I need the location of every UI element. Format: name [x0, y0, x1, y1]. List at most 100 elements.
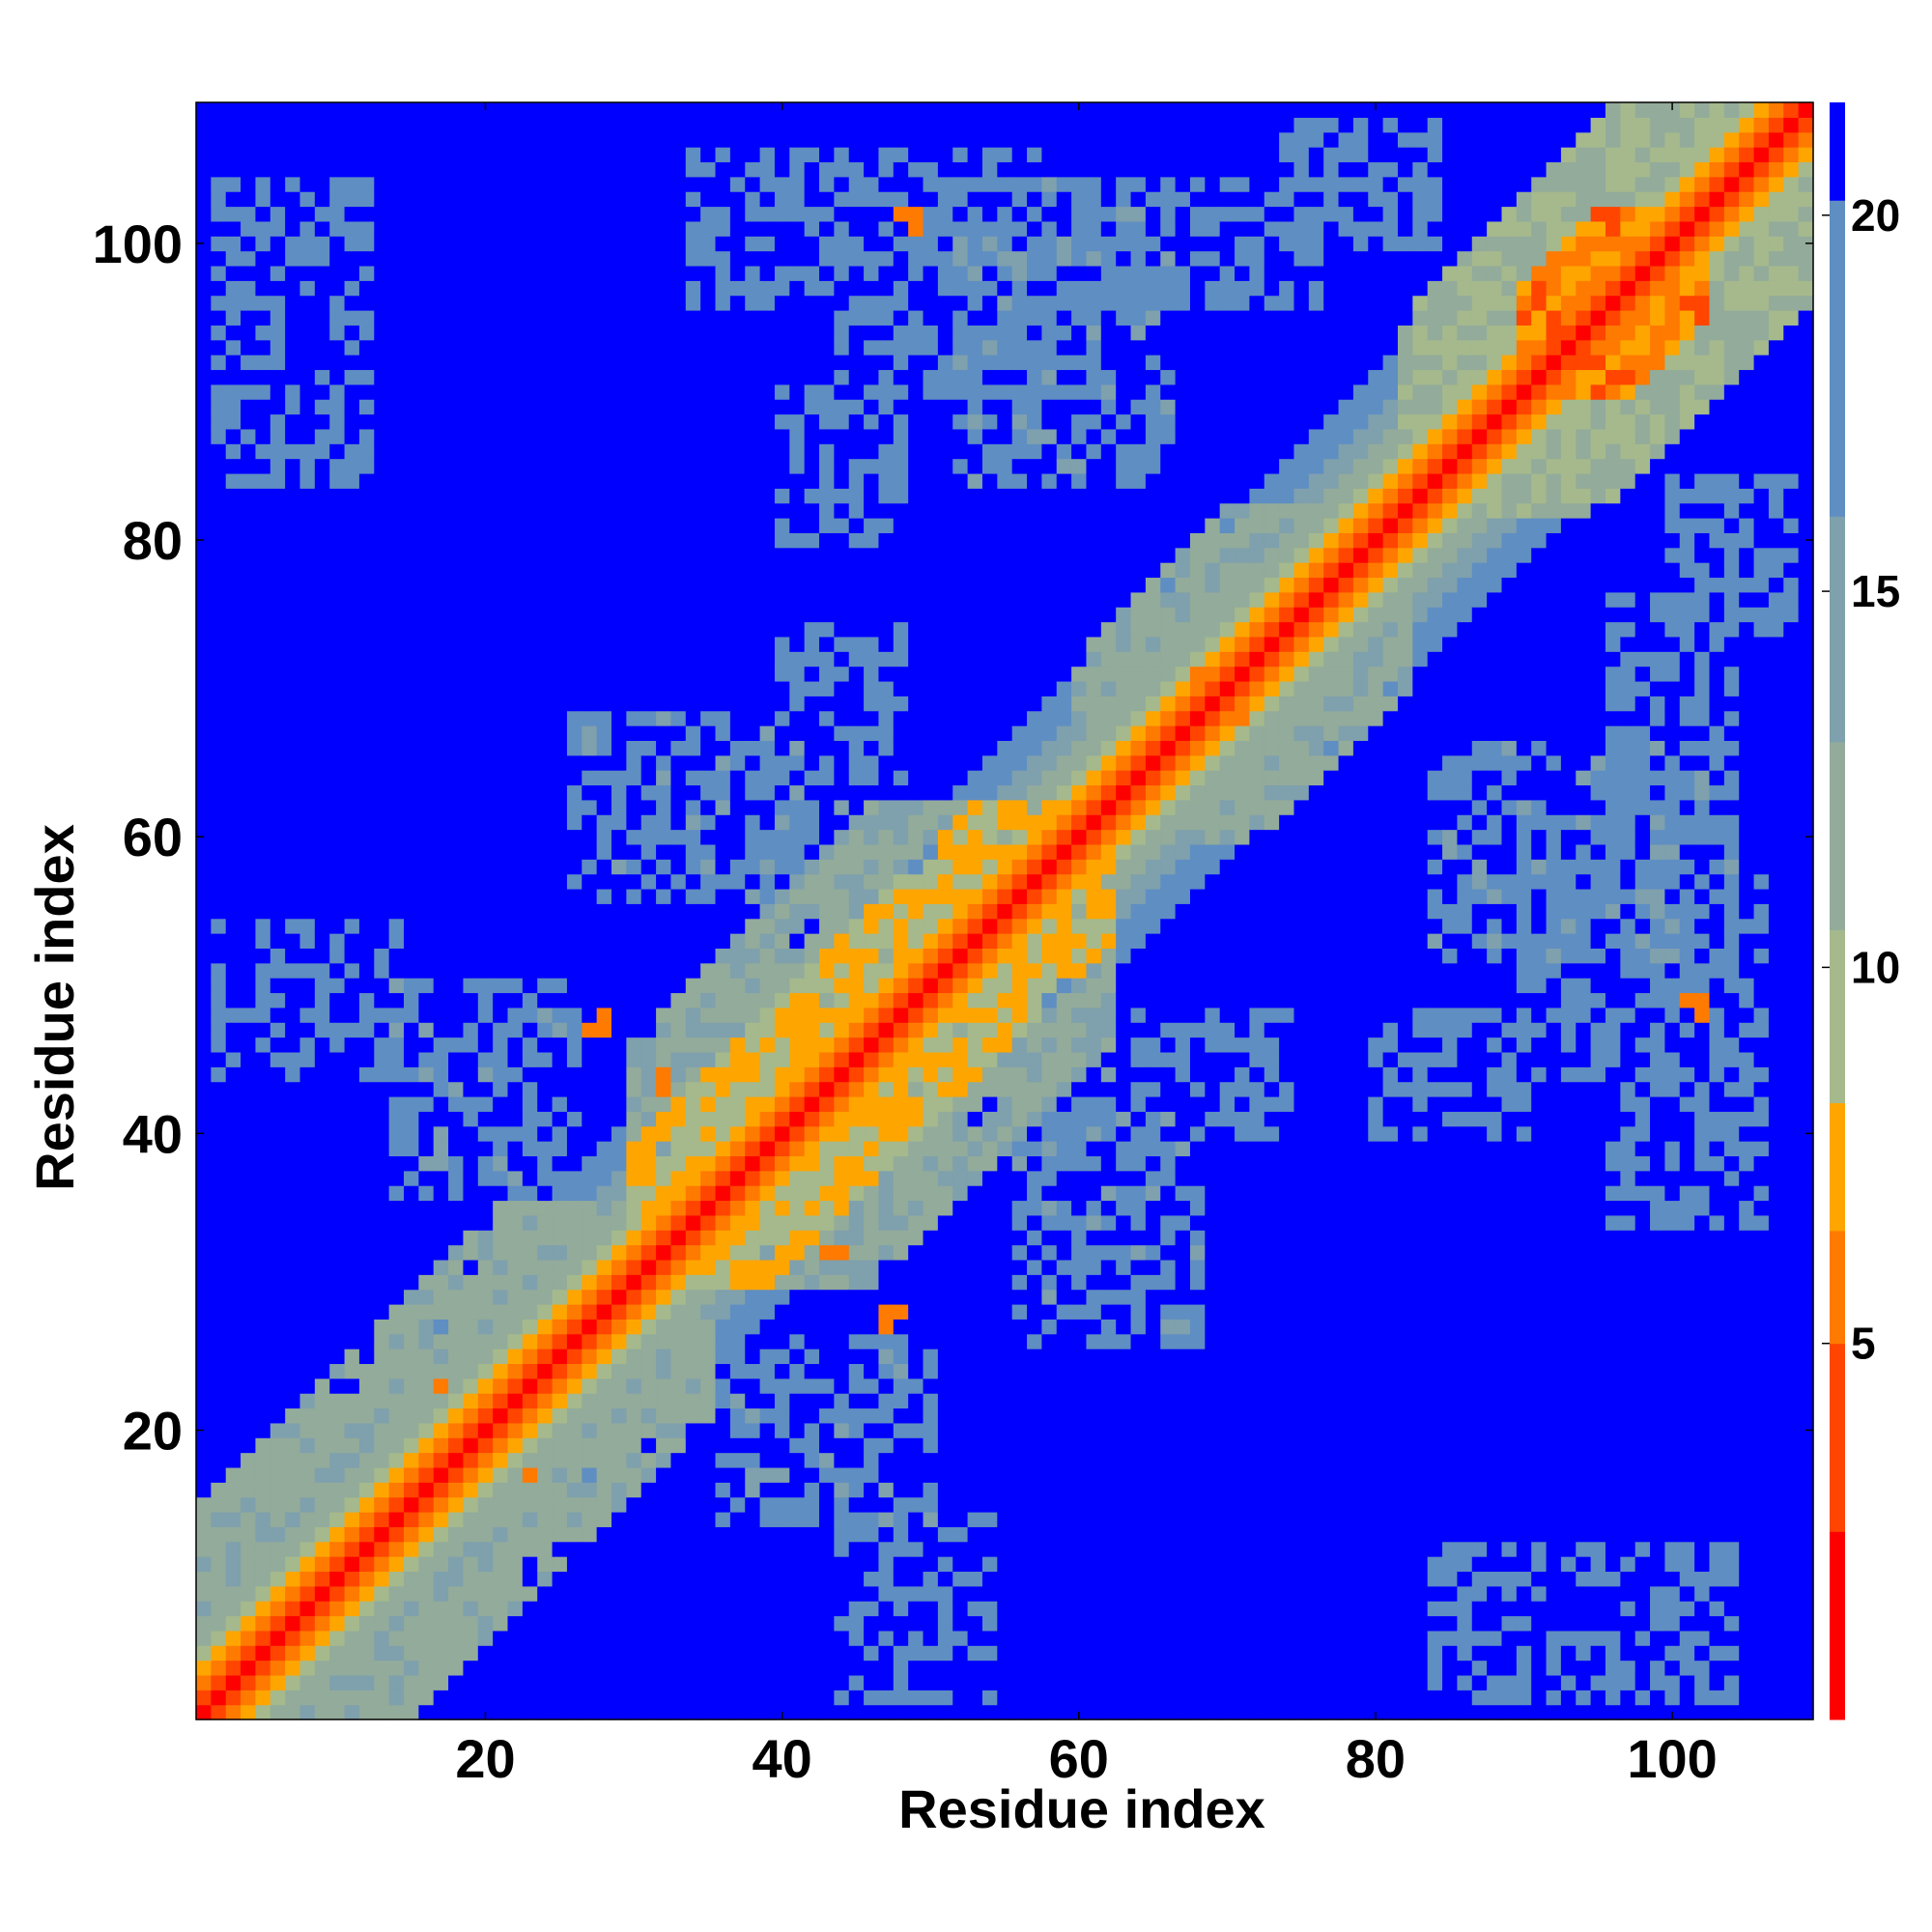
heatmap-cell	[344, 1141, 360, 1157]
heatmap-cell	[241, 399, 257, 415]
heatmap-cell	[358, 1704, 375, 1720]
heatmap-cell	[329, 131, 346, 148]
heatmap-cell	[552, 1407, 568, 1424]
heatmap-cell	[299, 1259, 316, 1275]
heatmap-cell	[685, 325, 701, 341]
heatmap-cell	[358, 310, 375, 326]
heatmap-cell	[774, 1303, 790, 1320]
heatmap-cell	[789, 102, 806, 118]
heatmap-cell	[566, 206, 582, 222]
heatmap-cell	[196, 1571, 212, 1587]
heatmap-cell	[358, 1556, 375, 1573]
heatmap-cell	[388, 1393, 405, 1409]
heatmap-cell	[834, 948, 850, 964]
heatmap-cell	[477, 1630, 494, 1646]
heatmap-cell	[225, 725, 242, 741]
heatmap-cell	[670, 1155, 687, 1172]
heatmap-cell	[285, 220, 301, 237]
heatmap-cell	[804, 1037, 820, 1053]
heatmap-cell	[582, 1200, 598, 1216]
heatmap-cell	[611, 1674, 627, 1690]
heatmap-cell	[241, 1615, 257, 1632]
heatmap-cell	[493, 1303, 509, 1320]
heatmap-cell	[759, 1303, 776, 1320]
heatmap-cell	[789, 250, 806, 267]
heatmap-cell	[834, 1511, 850, 1527]
heatmap-cell	[656, 696, 672, 712]
heatmap-cell	[864, 651, 880, 668]
heatmap-cell	[285, 1363, 301, 1379]
heatmap-cell	[418, 1601, 435, 1617]
heatmap-cell	[715, 591, 731, 608]
heatmap-cell	[448, 1319, 465, 1335]
heatmap-cell	[670, 903, 687, 920]
heatmap-cell	[834, 1526, 850, 1543]
heatmap-cell	[477, 1422, 494, 1438]
heatmap-cell	[537, 1066, 554, 1083]
heatmap-cell	[493, 1630, 509, 1646]
heatmap-cell	[344, 1407, 360, 1424]
heatmap-cell	[418, 1289, 435, 1305]
heatmap-cell	[329, 740, 346, 756]
heatmap-cell	[522, 740, 538, 756]
heatmap-cell	[759, 918, 776, 934]
heatmap-cell	[255, 1393, 271, 1409]
heatmap-cell	[552, 191, 568, 208]
heatmap-cell	[344, 1645, 360, 1662]
heatmap-cell	[270, 488, 286, 504]
heatmap-cell	[477, 1601, 494, 1617]
heatmap-cell	[270, 1690, 286, 1706]
heatmap-cell	[196, 1066, 212, 1083]
heatmap-cell	[759, 1645, 776, 1662]
heatmap-cell	[715, 859, 731, 875]
heatmap-cell	[774, 710, 790, 726]
heatmap-cell	[255, 829, 271, 845]
heatmap-cell	[299, 607, 316, 623]
heatmap-cell	[285, 1690, 301, 1706]
heatmap-cell	[299, 413, 316, 430]
heatmap-cell	[626, 1022, 642, 1038]
heatmap-cell	[700, 1066, 717, 1083]
heatmap-cell	[211, 1259, 227, 1275]
heatmap-cell	[596, 102, 612, 118]
heatmap-cell	[611, 1214, 627, 1231]
heatmap-cell	[774, 1674, 790, 1690]
heatmap-cell	[448, 117, 465, 133]
heatmap-cell	[715, 399, 731, 415]
heatmap-cell	[404, 636, 419, 652]
heatmap-cell	[552, 1141, 568, 1157]
heatmap-cell	[552, 962, 568, 979]
heatmap-cell	[626, 1704, 642, 1720]
heatmap-cell	[241, 1066, 257, 1083]
heatmap-cell	[404, 1393, 419, 1409]
heatmap-cell	[241, 102, 257, 118]
heatmap-cell	[507, 1274, 524, 1291]
heatmap-cell	[582, 829, 598, 845]
heatmap-cell	[864, 978, 880, 994]
heatmap-cell	[759, 577, 776, 593]
heatmap-cell	[819, 355, 835, 371]
heatmap-cell	[374, 1141, 390, 1157]
heatmap-cell	[566, 962, 582, 979]
heatmap-cell	[433, 1274, 449, 1291]
heatmap-cell	[834, 1674, 850, 1690]
heatmap-cell	[670, 518, 687, 533]
heatmap-cell	[640, 1289, 657, 1305]
heatmap-cell	[388, 1289, 405, 1305]
heatmap-cell	[834, 295, 850, 311]
heatmap-cell	[729, 1407, 746, 1424]
heatmap-cell	[255, 428, 271, 444]
heatmap-cell	[729, 176, 746, 192]
heatmap-cell	[566, 903, 582, 920]
heatmap-cell	[552, 117, 568, 133]
heatmap-cell	[344, 888, 360, 904]
heatmap-cell	[596, 355, 612, 371]
heatmap-cell	[745, 1511, 761, 1527]
heatmap-cell	[729, 547, 746, 563]
heatmap-cell	[626, 428, 642, 444]
heatmap-cell	[774, 1437, 790, 1454]
heatmap-cell	[255, 265, 271, 281]
heatmap-cell	[477, 176, 494, 192]
heatmap-cell	[270, 859, 286, 875]
heatmap-cell	[715, 1571, 731, 1587]
